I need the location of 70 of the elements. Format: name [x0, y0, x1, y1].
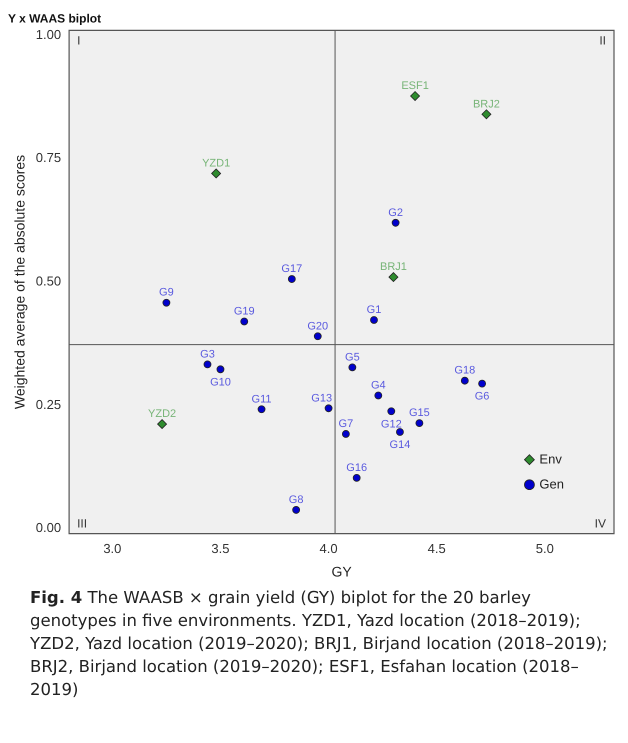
point: [410, 91, 420, 101]
annotation: G9: [159, 286, 174, 299]
point: [292, 506, 300, 514]
y-tick-label: 0.25: [36, 396, 62, 412]
point: [324, 404, 332, 412]
point: [392, 218, 400, 227]
annotation: G19: [234, 305, 255, 318]
x-tick-label: 3.5: [211, 540, 230, 556]
x-tick-label: 5.0: [536, 540, 554, 556]
point: [162, 298, 170, 307]
annotation: G2: [388, 206, 403, 219]
y-tick-label: 1.00: [36, 26, 62, 42]
annotation: G7: [338, 418, 354, 430]
point: [482, 109, 492, 120]
x-tick-label: 3.0: [103, 540, 122, 556]
y-tick-label: 0.00: [36, 520, 62, 536]
legend-label: Env: [539, 451, 562, 466]
point: [415, 419, 424, 427]
annotation: G18: [454, 364, 476, 377]
annotation: G14: [390, 438, 410, 451]
legend-label: Gen: [539, 476, 564, 492]
annotation: G20: [307, 320, 328, 332]
annotation: G4: [370, 379, 386, 392]
chart-title: Y x WAAS biplot: [8, 12, 102, 26]
annotation: YZD1: [202, 157, 230, 170]
point: [478, 380, 486, 388]
point: [342, 430, 350, 438]
point: [374, 392, 382, 400]
annotation: ESF1: [401, 80, 429, 92]
point: [211, 168, 222, 178]
annotation: I: [77, 33, 80, 48]
annotation: G10: [210, 376, 231, 388]
x-tick-label: 4.0: [320, 540, 338, 556]
point: [204, 360, 212, 368]
annotation: G15: [408, 407, 430, 420]
point: [396, 428, 404, 436]
x-axis-title: GY: [331, 563, 352, 580]
annotation: G13: [311, 392, 332, 404]
annotation: G3: [200, 348, 215, 360]
point: [348, 363, 356, 372]
annotation: II: [599, 33, 606, 48]
annotation: G12: [380, 418, 402, 430]
point: [288, 275, 296, 283]
caption: Fig. 4 The WAASB × grain yield (GY) biplot for the 20 barley genotypes in five environments. YZD1, Yazd location (2018–2019); YZD2, Yazd location (2019–2020); BRJ1, Birjand location (2018–2019); BRJ2, Birjand location (2019–2020); ESF1, Esfahan location (2018–2019): [30, 587, 609, 701]
point: [258, 405, 266, 414]
point: [240, 318, 248, 326]
point: [352, 474, 361, 482]
y-tick-label: 0.50: [36, 274, 62, 289]
point: [387, 407, 396, 416]
annotation: G6: [474, 390, 490, 403]
annotation: BRJ1: [380, 261, 407, 274]
point: [388, 272, 398, 282]
annotation: IV: [594, 516, 606, 531]
point: [216, 365, 224, 374]
annotation: III: [77, 516, 88, 531]
annotation: G11: [252, 393, 272, 406]
annotation: BRJ2: [472, 98, 500, 110]
y-tick-label: 0.75: [36, 150, 62, 166]
annotation: G8: [288, 494, 304, 506]
point: [370, 316, 378, 324]
point: [460, 376, 469, 385]
annotation: G1: [366, 304, 382, 316]
annotation: YZD2: [148, 408, 176, 420]
annotation: G5: [345, 351, 360, 364]
y-axis-title: Weighted average of the absolute scores: [11, 154, 28, 410]
annotation: G17: [281, 263, 302, 276]
point: [314, 332, 322, 340]
point: [157, 419, 167, 429]
x-tick-label: 4.5: [428, 540, 446, 556]
annotation: G16: [346, 462, 368, 474]
